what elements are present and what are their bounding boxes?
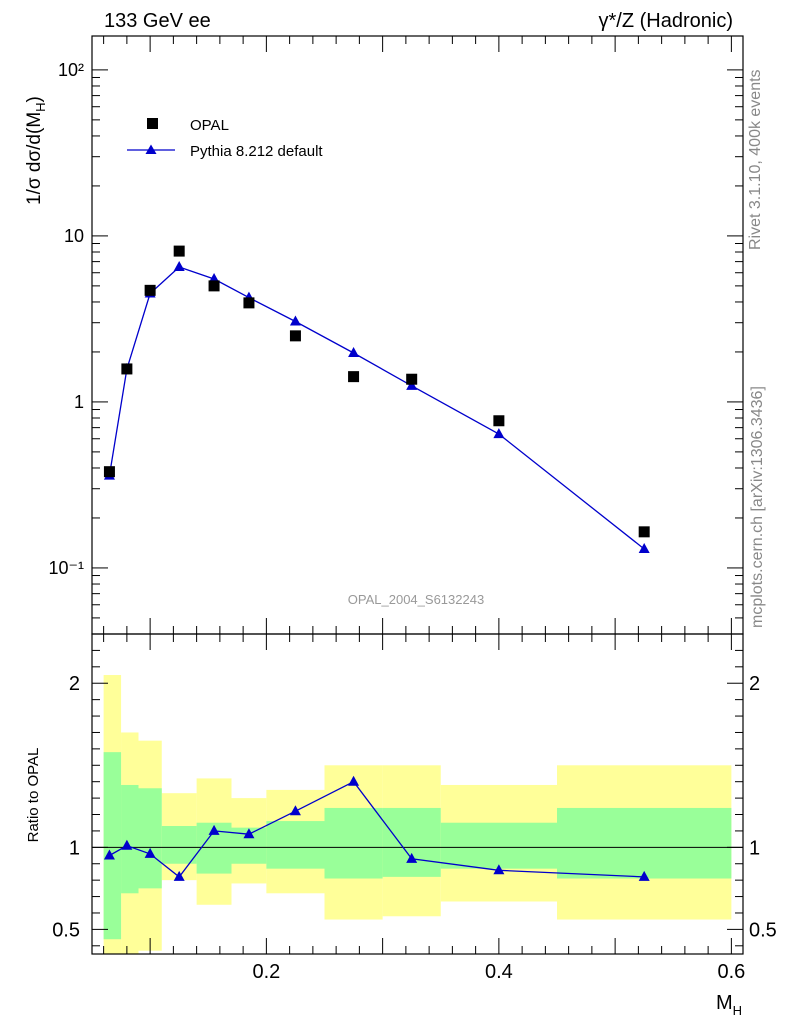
- ratio-point: [173, 870, 185, 881]
- x-axis-label: MH: [716, 992, 742, 1018]
- opal-point: [103, 466, 115, 478]
- main-y-tick-label: 10²: [58, 60, 84, 80]
- axis-ticks: [92, 36, 743, 954]
- ratio-y-tick-label-right: 0.5: [749, 919, 777, 941]
- ratio-point: [348, 775, 360, 786]
- legend-pythia-label: Pythia 8.212 default: [190, 143, 323, 160]
- pythia-point: [638, 543, 650, 554]
- ratio-y-tick-label-left: 0.5: [52, 919, 80, 941]
- mcplots-credit-text: mcplots.cern.ch [arXiv:1306.3436]: [749, 386, 766, 628]
- ratio-point: [121, 839, 133, 850]
- pythia-series-markers: [103, 260, 650, 554]
- analysis-watermark: OPAL_2004_S6132243: [348, 592, 484, 607]
- ratio-point: [243, 828, 255, 839]
- band-inner-2: [138, 788, 162, 889]
- ratio-series-markers: [103, 775, 650, 881]
- ratio-point: [493, 864, 505, 875]
- ratio-point: [144, 847, 156, 858]
- x-tick-label: 0.6: [717, 961, 745, 983]
- band-inner-6: [266, 821, 325, 869]
- ratio-point: [638, 870, 650, 881]
- band-inner-1: [121, 784, 139, 894]
- ratio-uncertainty-bands: [103, 675, 732, 954]
- ratio-point: [208, 824, 220, 835]
- band-inner-0: [103, 752, 122, 940]
- legend-opal-label: OPAL: [190, 117, 229, 134]
- pythia-series-line: [108, 266, 645, 550]
- ratio-y-axis-label: Ratio to OPAL: [25, 748, 42, 843]
- title-right: γ*/Z (Hadronic): [599, 10, 733, 32]
- x-tick-label: 0.2: [252, 961, 280, 983]
- ratio-point: [103, 849, 115, 860]
- opal-point: [289, 330, 301, 342]
- main-y-tick-label: 10: [64, 226, 84, 246]
- pythia-point: [289, 315, 301, 326]
- opal-point: [173, 245, 185, 257]
- main-y-axis-label: 1/σ dσ/d(MH): [24, 96, 48, 205]
- band-inner-8: [382, 807, 441, 877]
- pythia-point: [173, 260, 185, 271]
- opal-point: [243, 297, 255, 309]
- rivet-version-text: Rivet 3.1.10, 400k events: [747, 69, 764, 250]
- opal-point: [638, 526, 650, 538]
- band-inner-3: [161, 826, 197, 864]
- main-y-tick-label: 10⁻¹: [48, 558, 84, 578]
- legend-opal-marker: [147, 118, 158, 129]
- axis-tick-labels: 10⁻¹ 1 10 10² 0.5 0.5 1 1 2 2 0.2 0.4 0.6: [48, 60, 776, 983]
- ratio-y-tick-label-left: 2: [69, 673, 80, 695]
- band-inner-10: [557, 807, 732, 879]
- opal-point: [493, 415, 505, 427]
- ratio-point: [289, 805, 301, 816]
- ratio-panel-frame: [91, 633, 744, 955]
- opal-point: [144, 284, 156, 296]
- main-y-tick-label: 1: [74, 392, 84, 412]
- opal-point: [208, 280, 220, 292]
- ratio-point: [406, 852, 418, 863]
- pythia-point: [493, 428, 505, 439]
- band-inner-7: [324, 807, 383, 879]
- opal-point: [121, 363, 133, 375]
- opal-point: [406, 373, 418, 385]
- pythia-point: [406, 379, 418, 390]
- title-left: 133 GeV ee: [104, 10, 211, 32]
- band-inner-9: [440, 822, 557, 869]
- ratio-y-tick-label-right: 2: [749, 673, 760, 695]
- opal-point: [348, 371, 360, 383]
- legend-pythia-marker: [145, 144, 157, 154]
- ratio-y-tick-label-left: 1: [69, 837, 80, 859]
- ratio-y-tick-label-right: 1: [749, 837, 760, 859]
- x-tick-label: 0.4: [485, 961, 513, 983]
- opal-series-markers: [103, 245, 650, 538]
- pythia-point: [348, 347, 360, 358]
